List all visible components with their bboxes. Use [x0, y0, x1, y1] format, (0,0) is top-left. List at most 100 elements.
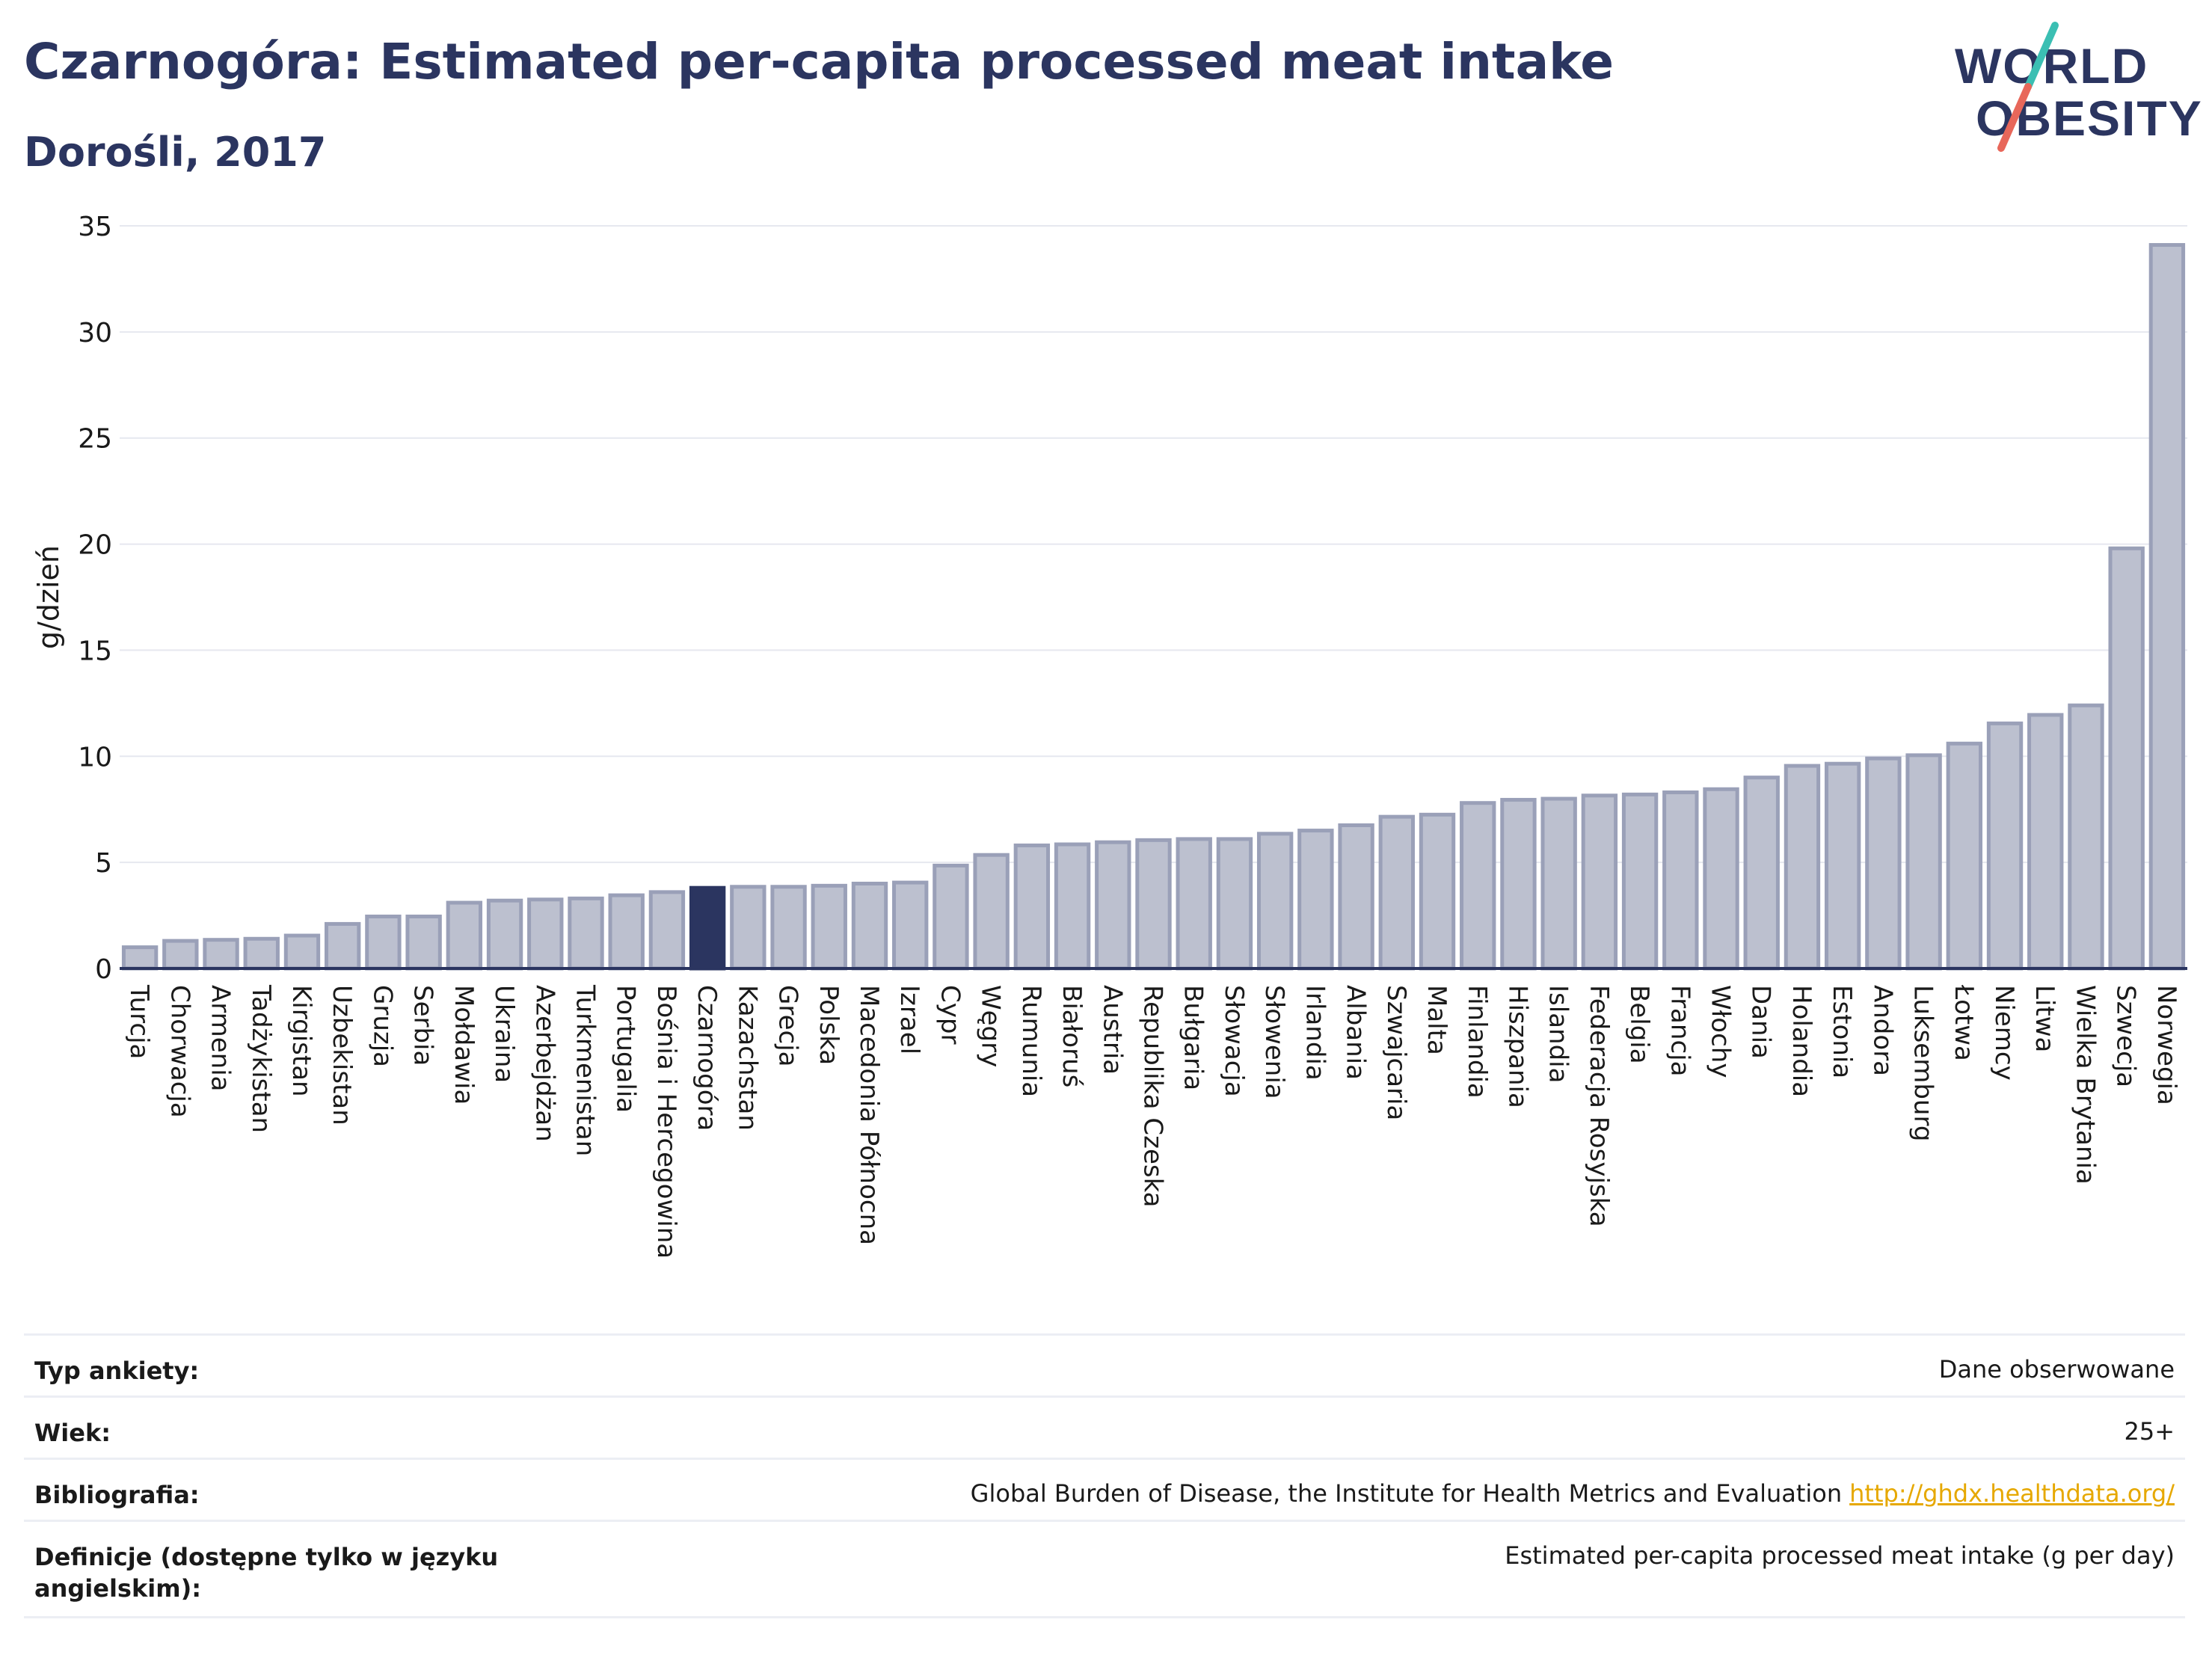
meta-label: Wiek:	[34, 1419, 111, 1447]
y-tick-label: 25	[78, 424, 112, 455]
bar	[1865, 756, 1902, 971]
bar	[527, 897, 564, 971]
bar	[2027, 713, 2064, 971]
x-tick-label: Litwa	[2030, 985, 2059, 1052]
x-tick-label: Grecja	[773, 985, 803, 1066]
bar	[1460, 801, 1496, 971]
x-tick-label: Republika Czeska	[1138, 985, 1168, 1208]
bar	[1256, 832, 1294, 971]
x-tick-label: Wielka Brytania	[2070, 985, 2100, 1185]
x-tick-label: Kazachstan	[732, 985, 762, 1131]
x-tick-label: Norwegia	[2151, 985, 2181, 1105]
bar	[730, 885, 766, 971]
x-tick-label: Czarnogóra	[692, 985, 722, 1131]
x-tick-label: Szwajcaria	[1381, 985, 1411, 1120]
source-link[interactable]: http://ghdx.healthdata.org/	[1849, 1479, 2175, 1508]
bar	[283, 933, 321, 971]
x-tick-label: Andora	[1867, 985, 1897, 1076]
bar	[892, 880, 929, 971]
y-axis-title: g/dzień	[32, 545, 65, 649]
x-tick-label: Azerbejdżan	[529, 985, 559, 1142]
meta-row-age: Wiek: 25+	[24, 1395, 2185, 1458]
bar	[973, 853, 1010, 971]
x-tick-label: Estonia	[1827, 985, 1857, 1078]
bar	[1824, 761, 1861, 971]
bar	[648, 890, 686, 971]
meta-label: Bibliografia:	[34, 1481, 200, 1509]
bar	[1784, 764, 1821, 971]
meta-value: Estimated per-capita processed meat inta…	[1505, 1541, 2175, 1570]
bar	[608, 893, 645, 971]
bar	[1419, 812, 1456, 971]
bar	[325, 921, 361, 971]
bar	[121, 945, 159, 971]
chart-title: Czarnogóra: Estimated per-capita process…	[24, 33, 1614, 90]
x-tick-label: Malta	[1422, 985, 1451, 1055]
meta-row-definitions: Definicje (dostępne tylko w języku angie…	[24, 1520, 2185, 1618]
x-tick-label: Słowacja	[1219, 985, 1249, 1097]
bar	[365, 914, 402, 971]
y-tick-label: 30	[78, 318, 112, 348]
x-tick-label: Ukraina	[489, 985, 519, 1083]
bar	[1013, 843, 1051, 971]
x-tick-label: Łotwa	[1949, 984, 1979, 1061]
bar	[1581, 793, 1618, 971]
bar	[2108, 546, 2145, 971]
x-tick-label: Włochy	[1706, 985, 1736, 1078]
x-tick-label: Francja	[1665, 985, 1695, 1076]
bar	[1095, 840, 1131, 971]
x-tick-label: Federacja Rosyjska	[1584, 985, 1614, 1227]
x-tick-label: Hiszpania	[1502, 985, 1532, 1108]
bar-chart: 0 5 10 15 20 25 30 35 g/dzień Turcja Chorwacja Arme…	[32, 212, 2187, 1259]
bar	[2068, 703, 2104, 971]
x-tick-label: Izrael	[894, 985, 924, 1054]
logo-slash-icon	[1997, 22, 2059, 152]
x-tick-label: Szwecja	[2111, 985, 2141, 1087]
x-tick-label: Bułgaria	[1179, 985, 1208, 1090]
bar	[162, 939, 199, 971]
x-tick-label: Dania	[1746, 985, 1776, 1059]
bar	[1986, 721, 2024, 971]
bar	[1621, 792, 1659, 971]
x-tick-label: Bośnia i Hercegowina	[651, 985, 681, 1259]
bar	[1135, 838, 1172, 971]
meta-row-bibliography: Bibliografia: Global Burden of Disease, …	[24, 1458, 2185, 1520]
world-obesity-logo: WORLD OBESITY	[1944, 15, 2202, 165]
bar	[1054, 842, 1091, 971]
x-tick-label: Irlandia	[1300, 985, 1330, 1081]
x-tick-label: Cypr	[935, 985, 965, 1044]
x-tick-label: Finlandia	[1462, 985, 1492, 1099]
y-tick-label: 20	[78, 530, 112, 561]
bar	[568, 896, 604, 971]
bar	[2148, 243, 2186, 971]
bar	[1378, 814, 1415, 971]
meta-label: Definicje (dostępne tylko w języku angie…	[34, 1543, 499, 1603]
y-tick-label: 5	[95, 848, 112, 879]
x-tick-label: Armenia	[206, 985, 236, 1092]
bar	[1338, 823, 1374, 971]
x-tick-label: Białoruś	[1057, 985, 1087, 1087]
bar	[243, 936, 280, 971]
meta-value: 25+	[2124, 1417, 2175, 1446]
x-tick-label: Rumunia	[1016, 985, 1046, 1097]
meta-value: Global Burden of Disease, the Institute …	[970, 1479, 1843, 1508]
bar	[1216, 837, 1253, 971]
bar	[851, 882, 888, 971]
x-tick-label: Portugalia	[611, 985, 641, 1113]
x-tick-label: Holandia	[1787, 985, 1816, 1097]
x-tick-label: Gruzja	[367, 985, 397, 1067]
meta-label: Typ ankiety:	[34, 1357, 200, 1385]
x-tick-label: Kirgistan	[286, 985, 316, 1097]
bar	[1703, 787, 1739, 971]
x-tick-label: Islandia	[1543, 985, 1573, 1083]
x-tick-label: Mołdawia	[449, 985, 479, 1105]
x-tick-label: Turcja	[124, 984, 154, 1059]
meta-value: Dane obserwowane	[1938, 1355, 2175, 1384]
bar	[405, 914, 442, 971]
x-tick-label: Serbia	[408, 985, 438, 1066]
x-tick-label: Luksemburg	[1908, 985, 1938, 1141]
y-tick-label: 35	[78, 212, 112, 242]
logo-text-world: WORLD	[1955, 38, 2149, 93]
bar	[1297, 829, 1334, 971]
x-tick-label: Belgia	[1624, 985, 1654, 1064]
